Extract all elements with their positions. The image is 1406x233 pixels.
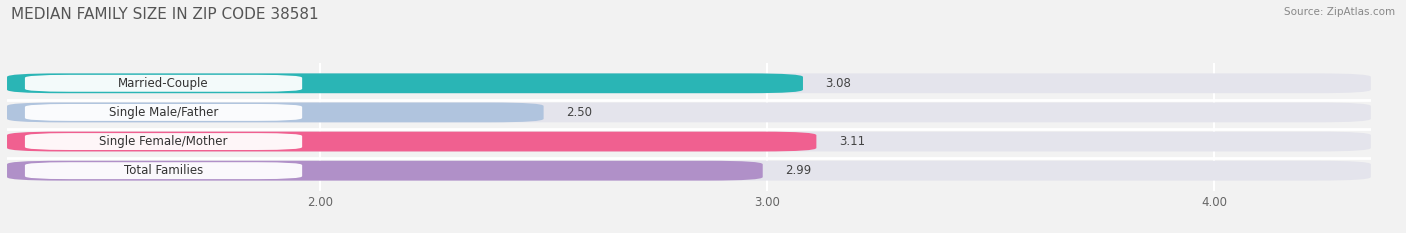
Text: Single Female/Mother: Single Female/Mother	[100, 135, 228, 148]
Text: Married-Couple: Married-Couple	[118, 77, 209, 90]
Text: Source: ZipAtlas.com: Source: ZipAtlas.com	[1284, 7, 1395, 17]
Text: 3.08: 3.08	[825, 77, 851, 90]
Text: 2.50: 2.50	[567, 106, 592, 119]
FancyBboxPatch shape	[7, 132, 1371, 151]
FancyBboxPatch shape	[7, 161, 1371, 181]
FancyBboxPatch shape	[25, 162, 302, 179]
Text: Total Families: Total Families	[124, 164, 202, 177]
FancyBboxPatch shape	[7, 103, 1371, 122]
Text: 3.11: 3.11	[839, 135, 865, 148]
Text: Single Male/Father: Single Male/Father	[108, 106, 218, 119]
FancyBboxPatch shape	[7, 132, 817, 151]
FancyBboxPatch shape	[7, 73, 1371, 93]
FancyBboxPatch shape	[7, 103, 544, 122]
FancyBboxPatch shape	[25, 75, 302, 92]
FancyBboxPatch shape	[7, 161, 762, 181]
Text: MEDIAN FAMILY SIZE IN ZIP CODE 38581: MEDIAN FAMILY SIZE IN ZIP CODE 38581	[11, 7, 319, 22]
FancyBboxPatch shape	[25, 133, 302, 150]
FancyBboxPatch shape	[25, 104, 302, 121]
Text: 2.99: 2.99	[785, 164, 811, 177]
FancyBboxPatch shape	[7, 73, 803, 93]
